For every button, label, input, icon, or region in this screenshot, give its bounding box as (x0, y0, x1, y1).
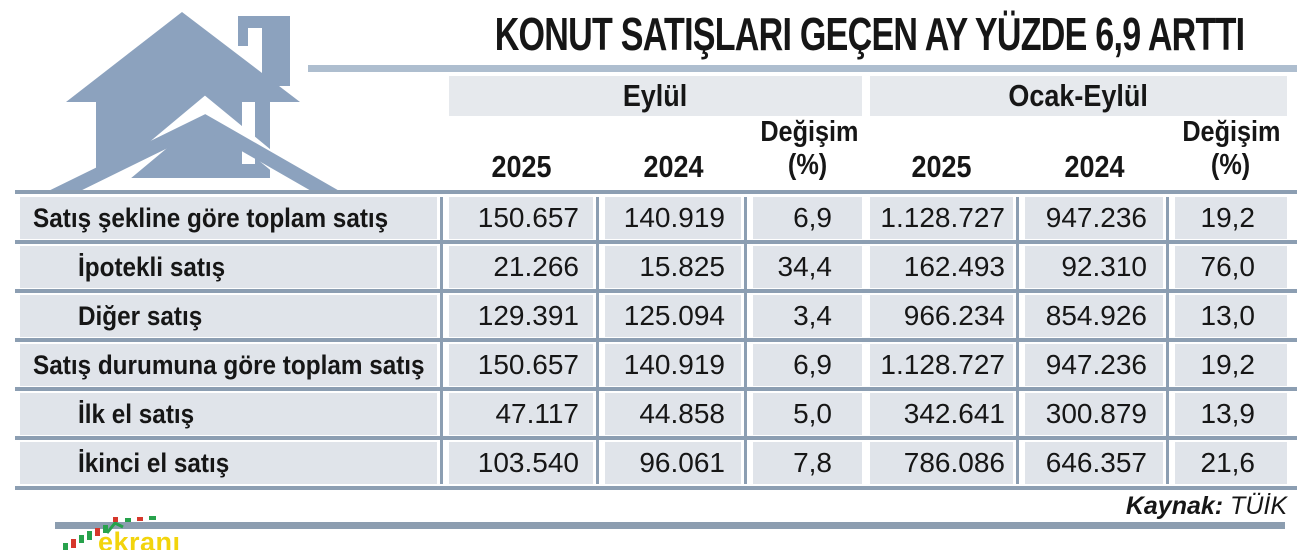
cell-eylul-degisim: 6,9 (753, 197, 862, 239)
column-header-ocak-degisim: Değişim (%) (1182, 116, 1281, 181)
column-header-eylul-2024: 2024 (642, 149, 704, 184)
row-label: İpotekli satış (20, 246, 437, 288)
cell-eylul-2025: 103.540 (449, 442, 593, 484)
row-divider (15, 387, 1297, 391)
row-label: Satış şekline göre toplam satış (20, 197, 437, 239)
table-row: İlk el satış 47.117 44.858 5,0 342.641 3… (0, 393, 1300, 435)
column-group-eylul: Eylül (449, 76, 862, 116)
cell-eylul-2024: 44.858 (605, 393, 741, 435)
cell-ocak-degisim: 13,0 (1175, 295, 1287, 337)
cell-eylul-degisim: 5,0 (753, 393, 862, 435)
cell-ocak-2024: 947.236 (1025, 344, 1163, 386)
cell-eylul-2024: 15.825 (605, 246, 741, 288)
row-label: İkinci el satış (20, 442, 437, 484)
column-header-ocak-2025: 2025 (911, 149, 972, 184)
row-label: İlk el satış (20, 393, 437, 435)
cell-eylul-degisim: 3,4 (753, 295, 862, 337)
source-value: TÜİK (1230, 492, 1287, 520)
stock-chart-logo-icon (63, 516, 156, 550)
cell-eylul-2024: 125.094 (605, 295, 741, 337)
cell-ocak-degisim: 19,2 (1175, 344, 1287, 386)
row-label: Diğer satış (20, 295, 437, 337)
cell-ocak-2025: 1.128.727 (870, 197, 1013, 239)
cell-eylul-2025: 47.117 (449, 393, 593, 435)
row-divider (15, 240, 1297, 244)
title-divider (308, 65, 1297, 72)
table-row: Satış şekline göre toplam satış 150.657 … (0, 197, 1300, 239)
column-header-eylul-degisim: Değişim (%) (760, 116, 859, 181)
logo-text: ekranı (98, 527, 181, 550)
page-title: KONUT SATIŞLARI GEÇEN AY YÜZDE 6,9 ARTTI (440, 6, 1300, 62)
cell-ocak-2024: 947.236 (1025, 197, 1163, 239)
row-divider (15, 190, 1297, 194)
source-note: Kaynak: TÜİK (1126, 492, 1287, 521)
cell-ocak-2025: 786.086 (870, 442, 1013, 484)
source-label: Kaynak: (1125, 492, 1224, 520)
column-header-eylul-2025: 2025 (490, 149, 552, 184)
cell-ocak-2025: 342.641 (870, 393, 1013, 435)
cell-ocak-degisim: 13,9 (1175, 393, 1287, 435)
cell-eylul-2024: 140.919 (605, 344, 741, 386)
cell-eylul-2025: 129.391 (449, 295, 593, 337)
cell-eylul-2025: 150.657 (449, 197, 593, 239)
cell-eylul-2024: 140.919 (605, 197, 741, 239)
cell-ocak-2025: 966.234 (870, 295, 1013, 337)
table-row: Satış durumuna göre toplam satış 150.657… (0, 344, 1300, 386)
table-row: Diğer satış 129.391 125.094 3,4 966.234 … (0, 295, 1300, 337)
cell-ocak-2025: 162.493 (870, 246, 1013, 288)
cell-eylul-2025: 150.657 (449, 344, 593, 386)
cell-ocak-2024: 300.879 (1025, 393, 1163, 435)
cell-eylul-degisim: 34,4 (753, 246, 862, 288)
row-divider (15, 486, 1297, 490)
cell-eylul-2025: 21.266 (449, 246, 593, 288)
row-label: Satış durumuna göre toplam satış (20, 344, 437, 386)
column-group-ocak-eylul: Ocak-Eylül (870, 76, 1287, 116)
cell-ocak-degisim: 76,0 (1175, 246, 1287, 288)
cell-ocak-2024: 92.310 (1025, 246, 1163, 288)
cell-ocak-degisim: 19,2 (1175, 197, 1287, 239)
cell-ocak-2025: 1.128.727 (870, 344, 1013, 386)
row-divider (15, 289, 1297, 293)
cell-eylul-degisim: 6,9 (753, 344, 862, 386)
column-header-ocak-2024: 2024 (1063, 149, 1125, 184)
row-divider (15, 436, 1297, 440)
page-title-text: KONUT SATIŞLARI GEÇEN AY YÜZDE 6,9 ARTTI (495, 8, 1245, 60)
house-icon (50, 12, 338, 190)
cell-ocak-degisim: 21,6 (1175, 442, 1287, 484)
table-row: İpotekli satış 21.266 15.825 34,4 162.49… (0, 246, 1300, 288)
cell-ocak-2024: 854.926 (1025, 295, 1163, 337)
row-divider (15, 338, 1297, 342)
cell-ocak-2024: 646.357 (1025, 442, 1163, 484)
bottom-divider-bar (55, 522, 1285, 529)
cell-eylul-2024: 96.061 (605, 442, 741, 484)
cell-eylul-degisim: 7,8 (753, 442, 862, 484)
table-row: İkinci el satış 103.540 96.061 7,8 786.0… (0, 442, 1300, 484)
